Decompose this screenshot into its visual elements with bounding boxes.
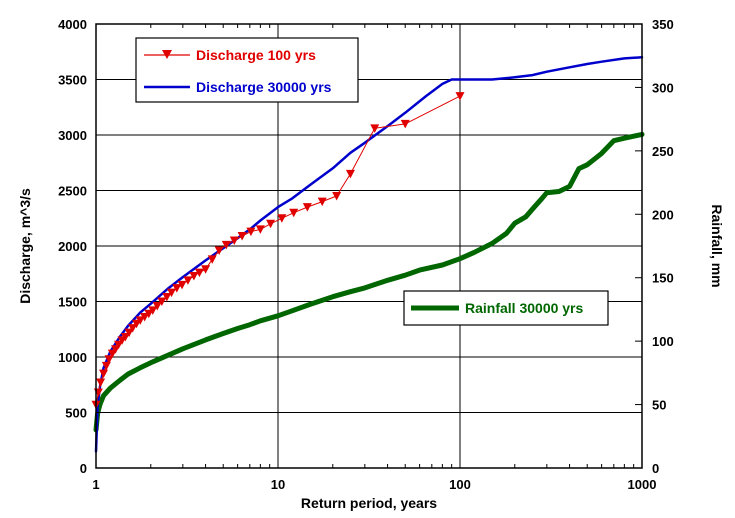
y-left-tick-label: 1000 bbox=[58, 350, 87, 365]
data-point-discharge-100-yrs bbox=[99, 369, 109, 379]
data-point-discharge-100-yrs bbox=[345, 169, 355, 179]
data-point-discharge-100-yrs bbox=[120, 333, 130, 342]
data-point-discharge-100-yrs bbox=[177, 280, 187, 290]
data-point-discharge-100-yrs bbox=[144, 309, 154, 319]
data-point-discharge-100-yrs bbox=[157, 297, 167, 306]
data-point-discharge-100-yrs bbox=[246, 227, 256, 237]
y-left-tick-label: 2500 bbox=[58, 184, 87, 199]
series-layer bbox=[91, 56, 645, 453]
data-point-discharge-100-yrs bbox=[183, 276, 193, 285]
data-point-discharge-100-yrs bbox=[289, 208, 299, 218]
legend-rainfall: Rainfall 30000 yrs bbox=[403, 290, 609, 326]
data-point-discharge-100-yrs bbox=[332, 192, 342, 201]
data-point-discharge-100-yrs bbox=[189, 271, 199, 281]
series-line-rainfall-30000-yrs bbox=[93, 131, 645, 433]
y-right-tick-label: 0 bbox=[652, 461, 659, 476]
data-point-discharge-100-yrs bbox=[277, 214, 287, 223]
data-point-discharge-100-yrs bbox=[266, 219, 276, 229]
x-tick-label: 100 bbox=[449, 477, 471, 492]
y-right-tick-label: 350 bbox=[652, 17, 674, 32]
data-point-discharge-100-yrs bbox=[370, 124, 380, 133]
data-point-discharge-100-yrs bbox=[455, 92, 465, 101]
y-left-tick-label: 3500 bbox=[58, 73, 87, 88]
x-tick-label: 1 bbox=[92, 477, 99, 492]
y-axis-right-title: Rainfall, mm bbox=[709, 204, 725, 287]
data-point-discharge-100-yrs bbox=[400, 119, 410, 129]
data-point-discharge-100-yrs bbox=[214, 246, 224, 255]
y-right-tick-label: 300 bbox=[652, 80, 674, 95]
data-point-discharge-100-yrs bbox=[152, 301, 162, 311]
data-point-discharge-100-yrs bbox=[229, 236, 239, 245]
data-point-discharge-100-yrs bbox=[237, 232, 247, 241]
data-point-discharge-100-yrs bbox=[302, 203, 312, 212]
y-right-tick-label: 250 bbox=[652, 144, 674, 159]
data-point-discharge-100-yrs bbox=[96, 378, 106, 388]
y-right-tick-label: 50 bbox=[652, 398, 666, 413]
data-point-discharge-100-yrs bbox=[128, 324, 138, 333]
y-right-tick-label: 150 bbox=[652, 271, 674, 286]
y-right-tick-label: 100 bbox=[652, 334, 674, 349]
legend-discharge: Discharge 100 yrs Discharge 30000 yrs bbox=[135, 37, 359, 103]
x-tick-label: 10 bbox=[271, 477, 285, 492]
legend-discharge-100-label: Discharge 100 yrs bbox=[196, 47, 316, 63]
legend-discharge-box bbox=[135, 37, 359, 103]
data-point-discharge-100-yrs bbox=[255, 225, 265, 234]
y-left-tick-label: 3000 bbox=[58, 128, 87, 143]
legend-rainfall-label: Rainfall 30000 yrs bbox=[465, 300, 584, 316]
y-left-tick-label: 4000 bbox=[58, 17, 87, 32]
legend-discharge-100-marker bbox=[162, 50, 172, 59]
y-axis-left-title: Discharge, m^3/s bbox=[17, 188, 33, 304]
data-point-discharge-100-yrs bbox=[317, 197, 327, 207]
data-point-discharge-100-yrs bbox=[135, 316, 145, 325]
x-axis-title: Return period, years bbox=[301, 495, 437, 511]
data-point-discharge-100-yrs bbox=[167, 288, 177, 298]
legend-discharge-30000-label: Discharge 30000 yrs bbox=[196, 79, 332, 95]
y-left-tick-label: 1500 bbox=[58, 295, 87, 310]
y-left-tick-label: 0 bbox=[80, 461, 87, 476]
ticks: 1 10 100 1000050010001500200025003000350040… bbox=[58, 17, 674, 492]
x-tick-label: 1000 bbox=[628, 477, 657, 492]
y-left-tick-label: 500 bbox=[65, 406, 87, 421]
data-point-discharge-100-yrs bbox=[172, 284, 182, 293]
data-point-discharge-100-yrs bbox=[104, 355, 114, 364]
data-point-discharge-100-yrs bbox=[207, 255, 217, 264]
data-point-discharge-100-yrs bbox=[101, 361, 111, 371]
data-point-discharge-100-yrs bbox=[194, 268, 204, 278]
data-point-discharge-100-yrs bbox=[162, 293, 172, 302]
y-left-tick-label: 2000 bbox=[58, 239, 87, 254]
data-point-discharge-100-yrs bbox=[148, 306, 158, 315]
data-point-discharge-100-yrs bbox=[221, 240, 231, 250]
series-line-discharge-30000-yrs bbox=[94, 56, 644, 453]
data-point-discharge-100-yrs bbox=[201, 265, 211, 274]
y-right-tick-label: 200 bbox=[652, 207, 674, 222]
data-point-discharge-100-yrs bbox=[140, 313, 150, 322]
data-point-discharge-100-yrs bbox=[124, 328, 134, 338]
data-point-discharge-100-yrs bbox=[114, 340, 124, 350]
